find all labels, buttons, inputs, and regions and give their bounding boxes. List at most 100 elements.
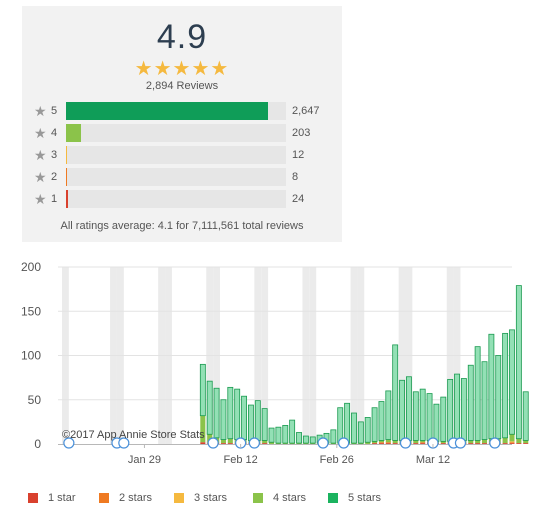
bar-5-stars (302, 435, 309, 444)
legend-item-1-star[interactable]: 1 star (28, 491, 118, 505)
bar-4-stars (516, 438, 522, 444)
bar-4-stars (310, 443, 316, 444)
bar-4-stars (475, 440, 481, 444)
bar-1-star (378, 443, 384, 444)
legend-swatch (28, 493, 38, 503)
bar-2-stars (385, 442, 391, 444)
star-icon: ★ (34, 191, 47, 207)
bar-4-stars (275, 443, 281, 444)
bar-4-stars (351, 443, 357, 444)
bar-4-stars (296, 443, 302, 444)
legend-label: 1 star (48, 492, 76, 504)
bar-4-stars (269, 442, 275, 444)
legend-item-2-stars[interactable]: 2 stars (99, 491, 189, 505)
bar-1-star (516, 443, 522, 444)
event-marker-icon (317, 437, 329, 449)
row-star-label: 1 (51, 193, 58, 205)
row-star-label: 5 (51, 105, 58, 117)
bar-5-stars (495, 355, 502, 440)
row-star-label: 3 (51, 149, 58, 161)
legend-label: 3 stars (194, 492, 228, 504)
event-marker-icon (338, 437, 350, 449)
bar-5-stars (241, 395, 247, 440)
bar-4-stars (220, 439, 226, 444)
legend-item-3-stars[interactable]: 3 stars (174, 491, 264, 505)
bar-2-stars (420, 442, 426, 444)
bar-4-stars (468, 440, 474, 444)
bar-4-stars (200, 415, 206, 443)
bar-4-stars (358, 443, 364, 444)
star-icon: ★ (34, 169, 47, 185)
bar-1-star (372, 443, 378, 444)
bar-5-stars (467, 364, 474, 441)
rating-row-1: ★ 1 24 (34, 190, 334, 208)
bar-1-star (481, 443, 488, 444)
bar-4-stars (413, 440, 419, 444)
chart-watermark: ©2017 App Annie Store Stats (62, 429, 205, 441)
rating-bar-track (66, 190, 286, 208)
bar-1-star (385, 443, 391, 444)
bar-5-stars (433, 403, 440, 442)
bar-2-stars (378, 442, 384, 444)
bar-5-stars (247, 404, 254, 441)
event-marker-icon (454, 437, 467, 449)
bar-4-stars (282, 443, 288, 444)
star-icon: ★ (34, 147, 47, 163)
rating-bar-track (66, 146, 286, 164)
rating-bar-track (66, 124, 286, 142)
row-count: 24 (292, 193, 305, 205)
bar-1-star (475, 443, 481, 444)
average-stars-icon: ★★★★★ (134, 58, 230, 80)
legend-label: 2 stars (119, 492, 153, 504)
legend-item-5-stars[interactable]: 5 stars (328, 491, 418, 505)
legend-label: 4 stars (273, 492, 307, 504)
rating-bar-fill (66, 168, 67, 186)
row-count: 12 (292, 149, 305, 161)
bar-5-stars (447, 378, 454, 442)
y-tick-label: 150 (21, 304, 41, 318)
bar-4-stars (481, 439, 488, 444)
bar-4-stars (440, 441, 446, 444)
x-tick-label: Mar 12 (416, 454, 450, 466)
bar-1-star (413, 443, 419, 444)
bar-5-stars (227, 386, 234, 440)
bar-5-stars (275, 426, 282, 444)
bar-1-star (502, 443, 508, 444)
rating-bar-fill (66, 190, 68, 208)
bar-5-stars (220, 399, 227, 440)
bar-5-stars (509, 329, 515, 435)
average-rating: 4.9 (156, 18, 208, 56)
bar-5-stars (481, 361, 488, 440)
bar-5-stars (199, 363, 206, 417)
ratings-over-time-chart: 0 50 100 150 200 Jan 29 Feb 12 Feb 26 Mar 12 ©201… (21, 260, 529, 466)
bar-4-stars (420, 440, 426, 443)
bar-4-stars (392, 440, 398, 444)
star-icon: ★ (34, 125, 47, 141)
bar-5-stars (344, 402, 351, 444)
bar-5-stars (522, 391, 529, 441)
legend-item-4-stars[interactable]: 4 stars (253, 491, 343, 505)
bar-5-stars (282, 425, 289, 444)
bar-1-star (262, 443, 268, 444)
y-tick-label: 200 (21, 260, 41, 274)
bar-5-stars (378, 401, 385, 441)
bar-4-stars (372, 441, 378, 444)
bar-5-stars (268, 427, 275, 443)
bar-5-stars (392, 344, 399, 441)
event-marker-icon (399, 437, 412, 449)
bar-1-star (420, 443, 426, 444)
review-count: 2,894 Reviews (145, 80, 219, 92)
bar-3-stars (509, 441, 515, 443)
legend-label: 5 stars (348, 492, 382, 504)
event-marker-icon (248, 437, 260, 449)
legend-swatch (328, 493, 338, 503)
bar-1-star (509, 443, 515, 444)
legend-swatch (99, 493, 109, 503)
row-count: 203 (292, 127, 311, 139)
x-tick-label: Feb 26 (320, 454, 354, 466)
bar-5-stars (351, 412, 357, 444)
rating-summary-panel: 4.9 ★★★★★ 2,894 Reviews ★ 5 2,647 ★ 4 20… (22, 6, 342, 242)
rating-row-5: ★ 5 2,647 (34, 102, 334, 120)
bar-5-stars (488, 333, 495, 440)
bar-5-stars (330, 429, 337, 444)
